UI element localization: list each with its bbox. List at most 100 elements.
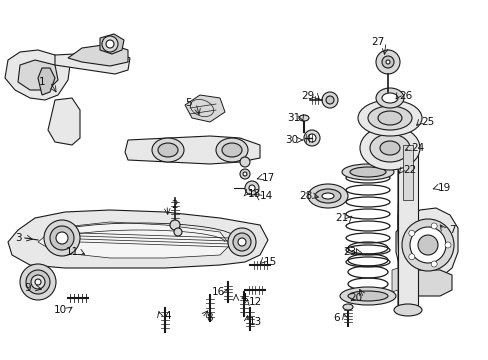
Ellipse shape <box>216 138 247 162</box>
Text: 4: 4 <box>240 293 247 303</box>
Text: 28: 28 <box>299 191 312 201</box>
Ellipse shape <box>158 143 178 157</box>
Circle shape <box>408 254 414 260</box>
Text: 30: 30 <box>285 135 298 145</box>
Ellipse shape <box>379 141 399 155</box>
Circle shape <box>174 228 182 236</box>
Polygon shape <box>125 136 260 164</box>
Circle shape <box>35 279 41 285</box>
Polygon shape <box>395 208 457 282</box>
Ellipse shape <box>367 106 411 130</box>
Polygon shape <box>38 222 229 258</box>
Text: 9: 9 <box>24 283 31 293</box>
Circle shape <box>170 220 180 230</box>
Text: 11: 11 <box>65 247 79 257</box>
Circle shape <box>106 40 114 48</box>
Polygon shape <box>407 270 451 296</box>
Ellipse shape <box>397 140 417 150</box>
Circle shape <box>102 36 118 52</box>
Text: 22: 22 <box>403 165 416 175</box>
Circle shape <box>248 185 254 191</box>
Ellipse shape <box>349 167 385 177</box>
Text: 31: 31 <box>287 113 300 123</box>
Polygon shape <box>391 268 397 292</box>
Circle shape <box>304 130 319 146</box>
Text: 7: 7 <box>448 225 454 235</box>
Text: 2: 2 <box>171 200 178 210</box>
Text: 13: 13 <box>248 317 261 327</box>
Text: 16: 16 <box>211 287 224 297</box>
Text: 21: 21 <box>335 213 348 223</box>
Circle shape <box>307 134 315 142</box>
Text: 25: 25 <box>421 117 434 127</box>
Circle shape <box>238 238 245 246</box>
Circle shape <box>227 228 256 256</box>
Ellipse shape <box>347 291 387 301</box>
Text: 14: 14 <box>259 191 272 201</box>
Text: 23: 23 <box>343 247 356 257</box>
Text: 3: 3 <box>15 233 21 243</box>
Ellipse shape <box>307 184 347 208</box>
Circle shape <box>430 223 436 229</box>
Ellipse shape <box>152 138 183 162</box>
Ellipse shape <box>222 143 242 157</box>
Text: 29: 29 <box>301 91 314 101</box>
Circle shape <box>50 226 74 250</box>
Ellipse shape <box>359 126 419 170</box>
Text: 1: 1 <box>39 77 45 87</box>
Ellipse shape <box>369 134 409 162</box>
Ellipse shape <box>397 145 417 311</box>
Ellipse shape <box>341 164 393 180</box>
Circle shape <box>31 275 45 289</box>
Polygon shape <box>68 44 128 66</box>
Text: 10: 10 <box>53 305 66 315</box>
Polygon shape <box>184 95 224 122</box>
Ellipse shape <box>393 304 421 316</box>
Text: 27: 27 <box>370 37 384 47</box>
Circle shape <box>325 96 333 104</box>
Bar <box>402 145 412 200</box>
Text: 12: 12 <box>248 297 261 307</box>
Polygon shape <box>417 268 423 292</box>
Ellipse shape <box>381 93 397 103</box>
Ellipse shape <box>357 100 421 136</box>
Polygon shape <box>8 210 267 268</box>
Circle shape <box>20 264 56 300</box>
Ellipse shape <box>377 111 401 125</box>
Circle shape <box>44 220 80 256</box>
Ellipse shape <box>342 304 352 310</box>
Polygon shape <box>5 50 70 100</box>
Text: 18: 18 <box>247 189 260 199</box>
Text: 8: 8 <box>206 313 213 323</box>
Circle shape <box>385 60 389 64</box>
Circle shape <box>26 270 50 294</box>
Circle shape <box>56 232 68 244</box>
Circle shape <box>401 219 453 271</box>
Circle shape <box>408 230 414 236</box>
Circle shape <box>375 50 399 74</box>
Text: 19: 19 <box>436 183 450 193</box>
Circle shape <box>409 227 445 263</box>
Text: 20: 20 <box>349 293 362 303</box>
Text: 4: 4 <box>164 311 171 321</box>
Circle shape <box>430 261 436 267</box>
Bar <box>397 145 417 310</box>
Text: 6: 6 <box>333 313 340 323</box>
Polygon shape <box>38 68 55 95</box>
Polygon shape <box>18 60 58 90</box>
Text: 15: 15 <box>263 257 276 267</box>
Polygon shape <box>397 143 417 315</box>
Circle shape <box>381 56 393 68</box>
Ellipse shape <box>321 193 333 199</box>
Ellipse shape <box>339 287 395 305</box>
Circle shape <box>240 157 249 167</box>
Text: 26: 26 <box>399 91 412 101</box>
Polygon shape <box>397 208 417 228</box>
Circle shape <box>321 92 337 108</box>
Polygon shape <box>48 98 80 145</box>
Ellipse shape <box>298 115 308 121</box>
Circle shape <box>232 233 250 251</box>
Text: 24: 24 <box>410 143 424 153</box>
Ellipse shape <box>375 88 403 108</box>
Circle shape <box>444 242 450 248</box>
